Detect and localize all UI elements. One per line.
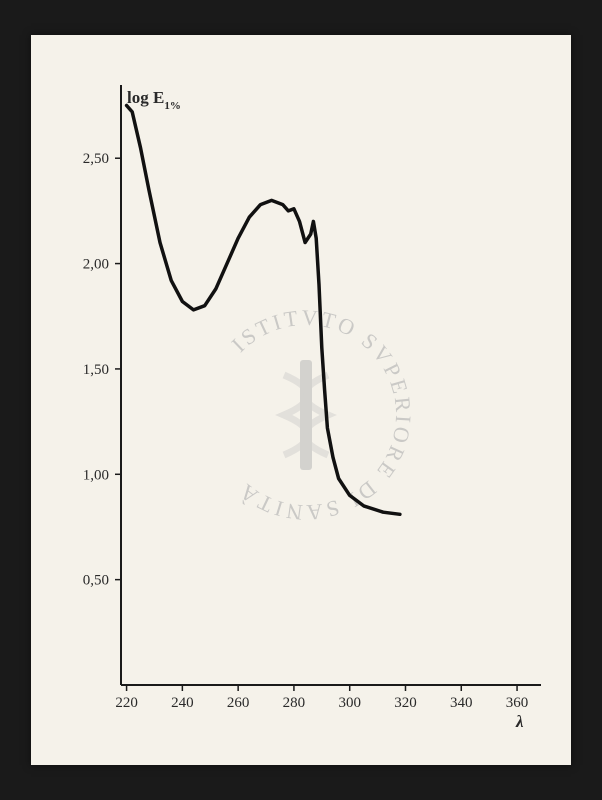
- axes: [121, 85, 541, 685]
- x-tick-label: 300: [338, 695, 361, 711]
- y-tick-label: 2,50: [83, 151, 109, 167]
- spectrum-curve: [127, 106, 400, 515]
- x-tick-label: 320: [394, 695, 417, 711]
- x-tick-label: 240: [171, 695, 194, 711]
- x-tick-label: 360: [506, 695, 529, 711]
- x-tick-label: 220: [115, 695, 138, 711]
- x-axis-label: λ: [515, 712, 524, 731]
- x-tick-label: 260: [227, 695, 250, 711]
- y-tick-label: 1,00: [83, 467, 109, 483]
- x-tick-label: 340: [450, 695, 473, 711]
- x-ticks: 220 240 260 280 300 320 340 360: [115, 685, 528, 711]
- y-ticks: 0,50 1,00 1,50 2,00 2,50: [83, 151, 121, 588]
- y-tick-label: 2,00: [83, 257, 109, 273]
- spectrum-chart: ISTITVTO SVPERIORE DI SANITÀ0,501,001,50…: [51, 55, 551, 745]
- y-tick-label: 1,50: [83, 362, 109, 378]
- y-tick-label: 0,50: [83, 573, 109, 589]
- photo-frame: ISTITVTO SVPERIORE DI SANITÀ0,501,001,50…: [31, 35, 571, 765]
- watermark-emblem: [284, 360, 328, 470]
- chart-container: ISTITVTO SVPERIORE DI SANITÀ0,501,001,50…: [51, 55, 551, 745]
- x-tick-label: 280: [283, 695, 306, 711]
- y-axis-label: log E1%: [127, 88, 181, 112]
